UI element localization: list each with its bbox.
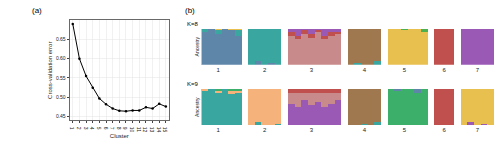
svg-text:7: 7: [476, 67, 480, 73]
svg-text:3: 3: [83, 127, 89, 130]
svg-text:12: 12: [142, 127, 148, 133]
svg-text:6: 6: [442, 127, 446, 133]
svg-text:5: 5: [403, 127, 407, 133]
svg-text:K=9: K=9: [187, 81, 199, 87]
svg-text:4: 4: [89, 127, 95, 130]
svg-text:7: 7: [109, 127, 115, 130]
svg-text:K=8: K=8: [187, 21, 199, 27]
svg-text:0.45: 0.45: [56, 113, 66, 119]
svg-text:3: 3: [310, 67, 314, 73]
svg-text:0.50: 0.50: [56, 94, 66, 100]
svg-text:Ancestry: Ancestry: [194, 97, 200, 117]
svg-text:11: 11: [136, 127, 142, 132]
svg-text:6: 6: [442, 67, 446, 73]
svg-text:1: 1: [217, 127, 221, 133]
svg-text:5: 5: [96, 127, 102, 130]
svg-text:(a): (a): [32, 6, 42, 15]
svg-text:15: 15: [162, 127, 168, 133]
svg-text:3: 3: [310, 127, 314, 133]
svg-text:4: 4: [363, 67, 367, 73]
svg-text:2: 2: [263, 127, 267, 133]
svg-text:2: 2: [263, 67, 267, 73]
svg-text:5: 5: [403, 67, 407, 73]
svg-text:8: 8: [116, 127, 122, 130]
svg-text:0.65: 0.65: [56, 36, 66, 42]
svg-text:10: 10: [129, 127, 135, 133]
svg-text:14: 14: [156, 127, 162, 133]
svg-text:9: 9: [122, 127, 128, 130]
svg-text:0.55: 0.55: [56, 75, 66, 81]
svg-text:Ancestry: Ancestry: [194, 36, 200, 56]
svg-text:6: 6: [103, 127, 109, 130]
svg-text:1: 1: [217, 67, 221, 73]
svg-text:Cross-validation error: Cross-validation error: [47, 42, 53, 99]
svg-text:0.60: 0.60: [56, 55, 66, 61]
svg-text:(b): (b): [185, 6, 195, 15]
svg-text:Cluster: Cluster: [110, 133, 129, 139]
svg-text:13: 13: [149, 127, 155, 133]
svg-text:7: 7: [476, 127, 480, 133]
svg-text:4: 4: [363, 127, 367, 133]
svg-text:1: 1: [69, 127, 75, 130]
svg-text:2: 2: [76, 127, 82, 130]
